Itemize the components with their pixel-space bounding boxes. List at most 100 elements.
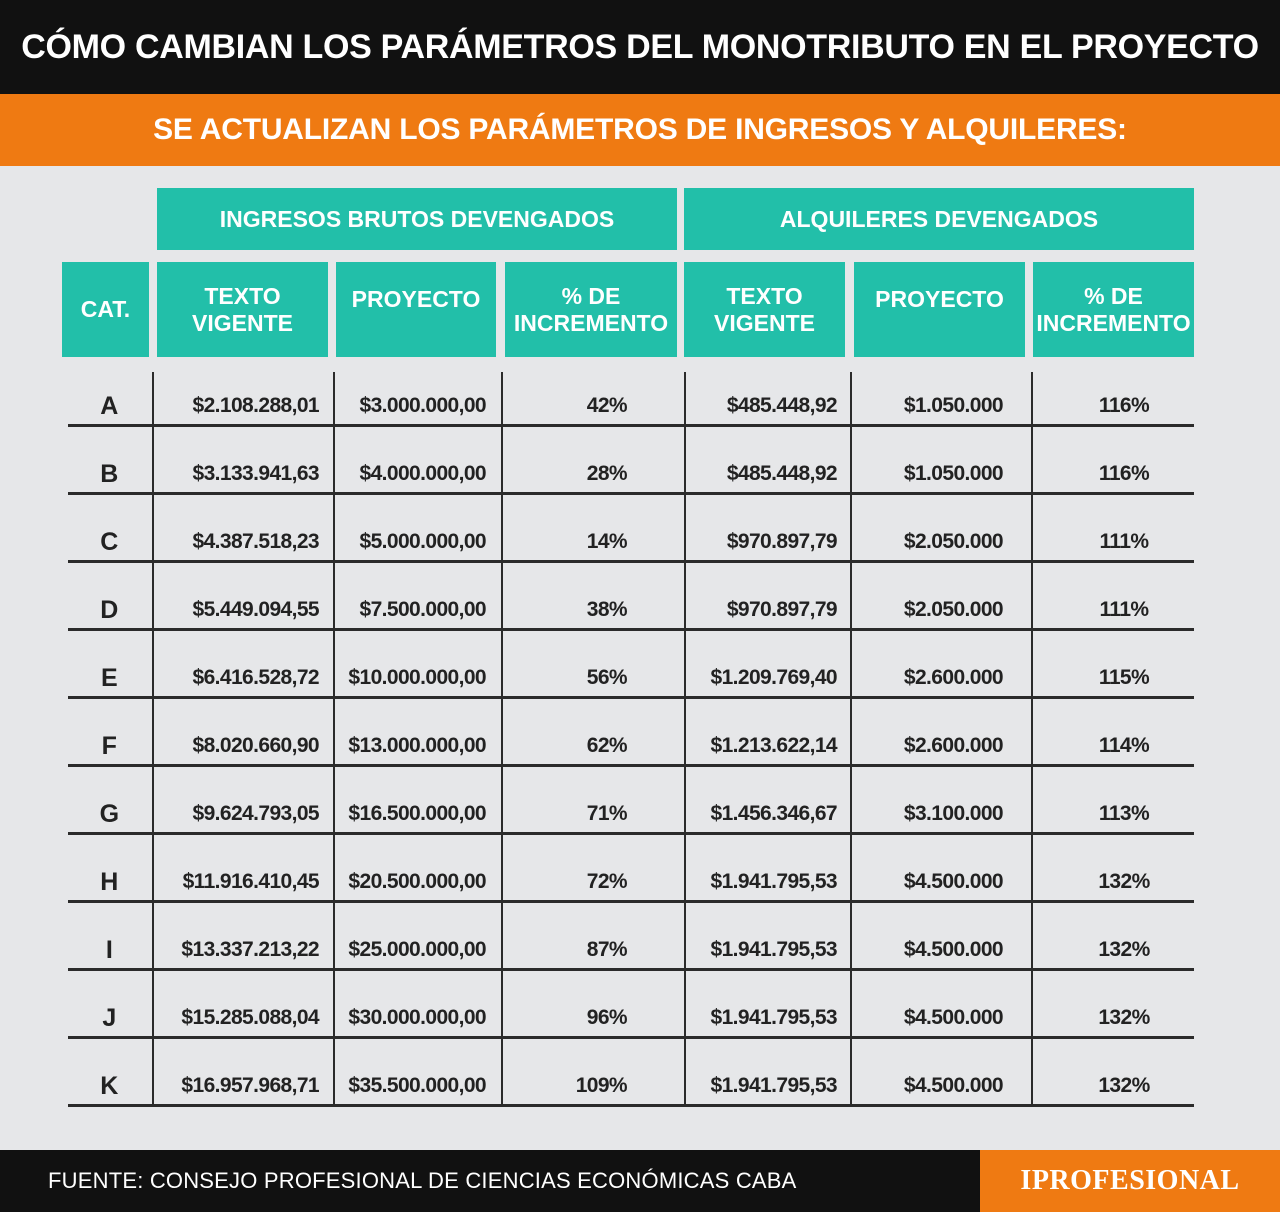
table-cell-alq-incremento: 113%: [1098, 802, 1150, 825]
table-cell-alq-incremento: 111%: [1099, 530, 1150, 553]
table-cell-ing-incremento: 56%: [586, 666, 628, 689]
table-cell-alq-proyecto: $4.500.000: [903, 1006, 1004, 1029]
table-cell-ing-vigente: $3.133.941,63: [192, 462, 320, 485]
table-cell-ing-vigente: $2.108.288,01: [192, 394, 320, 417]
table-cell-cat: C: [100, 527, 118, 556]
table-cell-alq-vigente: $970.897,79: [726, 530, 838, 553]
table-cell-alq-proyecto: $1.050.000: [903, 462, 1004, 485]
table-cell-cat: B: [100, 459, 118, 488]
table-cell-alq-proyecto: $2.050.000: [903, 530, 1004, 553]
column-divider: [1031, 372, 1033, 1106]
table-cell-ing-vigente: $13.337.213,22: [181, 938, 319, 961]
group-header-alquileres: ALQUILERES DEVENGADOS: [684, 188, 1194, 250]
table-cell-alq-vigente: $970.897,79: [726, 598, 838, 621]
table-cell-ing-incremento: 71%: [586, 802, 628, 825]
row-divider: [68, 424, 1194, 427]
table-cell-ing-proyecto: $5.000.000,00: [359, 530, 487, 553]
table-cell-ing-incremento: 109%: [575, 1074, 628, 1097]
column-divider: [501, 372, 503, 1106]
table-cell-alq-incremento: 115%: [1098, 666, 1150, 689]
table-cell-ing-incremento: 96%: [586, 1006, 628, 1029]
table-cell-ing-vigente: $9.624.793,05: [192, 802, 320, 825]
table-cell-alq-incremento: 111%: [1099, 598, 1150, 621]
column-header-alquileres-vigente: TEXTO VIGENTE: [684, 262, 845, 357]
table-cell-ing-proyecto: $25.000.000,00: [348, 938, 486, 961]
table-cell-ing-vigente: $11.916.410,45: [182, 870, 320, 893]
table-cell-cat: D: [100, 595, 118, 624]
column-divider: [850, 372, 852, 1106]
column-header-ingresos-vigente: TEXTO VIGENTE: [157, 262, 328, 357]
table-cell-ing-vigente: $8.020.660,90: [192, 734, 320, 757]
column-divider: [684, 372, 686, 1106]
table-cell-cat: A: [100, 391, 118, 420]
row-divider: [68, 628, 1194, 631]
table-cell-ing-vigente: $15.285.088,04: [181, 1006, 319, 1029]
table-cell-alq-vigente: $1.941.795,53: [710, 870, 838, 893]
table-cell-ing-proyecto: $3.000.000,00: [359, 394, 487, 417]
table-cell-cat: E: [100, 663, 118, 692]
row-divider: [68, 1036, 1194, 1039]
table-cell-ing-incremento: 28%: [586, 462, 628, 485]
table-cell-ing-vigente: $16.957.968,71: [181, 1074, 319, 1097]
column-header-alquileres-incremento: % DE INCREMENTO: [1033, 262, 1194, 357]
table-cell-alq-incremento: 116%: [1098, 394, 1150, 417]
table-cell-ing-vigente: $4.387.518,23: [192, 530, 320, 553]
table-cell-alq-proyecto: $4.500.000: [903, 870, 1004, 893]
brand-logo: IPROFESIONAL: [980, 1150, 1280, 1212]
source-footer: FUENTE: CONSEJO PROFESIONAL DE CIENCIAS …: [0, 1150, 980, 1212]
page-title: CÓMO CAMBIAN LOS PARÁMETROS DEL MONOTRIB…: [0, 0, 1280, 94]
table-cell-ing-proyecto: $35.500.000,00: [348, 1074, 486, 1097]
table-cell-alq-vigente: $485.448,92: [726, 394, 838, 417]
table-cell-alq-incremento: 132%: [1098, 1074, 1150, 1097]
column-divider: [333, 372, 335, 1106]
table-cell-ing-proyecto: $4.000.000,00: [359, 462, 487, 485]
table-cell-ing-incremento: 87%: [586, 938, 628, 961]
table-cell-alq-vigente: $1.941.795,53: [710, 938, 838, 961]
table-cell-alq-proyecto: $4.500.000: [903, 1074, 1004, 1097]
table-cell-cat: H: [100, 867, 118, 896]
table-cell-cat: J: [102, 1003, 116, 1032]
column-header-alquileres-proyecto: PROYECTO: [854, 262, 1025, 357]
row-divider: [68, 560, 1194, 563]
table-cell-ing-incremento: 38%: [586, 598, 628, 621]
table-cell-ing-proyecto: $16.500.000,00: [348, 802, 486, 825]
table-cell-alq-vigente: $485.448,92: [726, 462, 838, 485]
table-cell-ing-incremento: 62%: [586, 734, 628, 757]
table-cell-alq-incremento: 132%: [1098, 938, 1150, 961]
table-cell-ing-incremento: 72%: [586, 870, 628, 893]
row-divider: [68, 1104, 1194, 1107]
table-cell-cat: G: [99, 799, 119, 828]
table-cell-ing-proyecto: $13.000.000,00: [348, 734, 486, 757]
row-divider: [68, 968, 1194, 971]
table-cell-alq-proyecto: $3.100.000: [903, 802, 1004, 825]
table-cell-alq-vigente: $1.941.795,53: [710, 1074, 838, 1097]
table-cell-ing-proyecto: $7.500.000,00: [359, 598, 487, 621]
table-cell-ing-vigente: $6.416.528,72: [192, 666, 320, 689]
row-divider: [68, 900, 1194, 903]
table-cell-ing-proyecto: $20.500.000,00: [348, 870, 486, 893]
group-header-ingresos: INGRESOS BRUTOS DEVENGADOS: [157, 188, 677, 250]
table-cell-ing-vigente: $5.449.094,55: [192, 598, 320, 621]
table-cell-alq-incremento: 132%: [1098, 870, 1150, 893]
table-cell-ing-proyecto: $10.000.000,00: [348, 666, 486, 689]
column-header-ingresos-proyecto: PROYECTO: [336, 262, 496, 357]
table-cell-alq-vigente: $1.209.769,40: [710, 666, 838, 689]
table-cell-alq-incremento: 132%: [1098, 1006, 1150, 1029]
table-cell-alq-proyecto: $1.050.000: [903, 394, 1004, 417]
table-cell-alq-proyecto: $2.600.000: [903, 666, 1004, 689]
table-cell-alq-vigente: $1.941.795,53: [710, 1006, 838, 1029]
column-header-ingresos-incremento: % DE INCREMENTO: [505, 262, 677, 357]
table-cell-cat: F: [101, 731, 117, 760]
table-cell-alq-vigente: $1.213.622,14: [710, 734, 838, 757]
table-cell-ing-incremento: 42%: [586, 394, 628, 417]
column-header-cat: CAT.: [62, 262, 149, 357]
row-divider: [68, 696, 1194, 699]
table-cell-alq-incremento: 116%: [1098, 462, 1150, 485]
table-cell-ing-proyecto: $30.000.000,00: [348, 1006, 486, 1029]
table-cell-alq-proyecto: $2.600.000: [903, 734, 1004, 757]
table-cell-ing-incremento: 14%: [586, 530, 628, 553]
row-divider: [68, 832, 1194, 835]
table-cell-cat: I: [105, 935, 113, 964]
page-subtitle: SE ACTUALIZAN LOS PARÁMETROS DE INGRESOS…: [0, 94, 1280, 166]
